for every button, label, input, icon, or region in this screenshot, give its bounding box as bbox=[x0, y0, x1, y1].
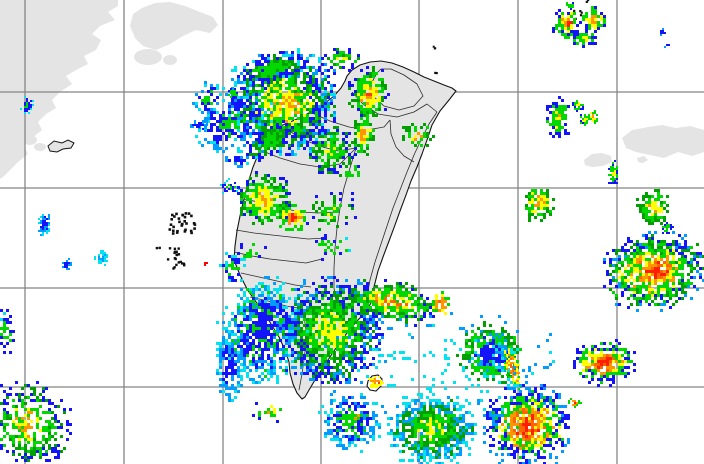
echo-left-edge-strip bbox=[0, 309, 15, 354]
echo-nantou-specks bbox=[306, 192, 357, 231]
penghu-west bbox=[166, 257, 186, 270]
echo-tiny-east-2 bbox=[664, 44, 670, 48]
echo-tiny-east-1 bbox=[660, 28, 666, 36]
echo-east-mid-cell-2 bbox=[636, 189, 669, 225]
echo-east-mid-cell-3 bbox=[608, 160, 618, 184]
echo-strait-blue-2 bbox=[62, 258, 72, 270]
echo-se-band-orange bbox=[432, 291, 450, 315]
keelung-islet bbox=[434, 71, 438, 75]
echo-north-coast-cells bbox=[321, 48, 360, 72]
echo-ne-dot-top bbox=[566, 2, 574, 10]
echo-hsinchu-streak bbox=[351, 111, 375, 156]
penghu-south bbox=[168, 247, 181, 257]
echo-east-mid-cell-1 bbox=[525, 189, 555, 222]
echo-se-band bbox=[339, 279, 438, 327]
echo-ne-cell-a bbox=[552, 9, 579, 39]
echo-strait-blue-3 bbox=[94, 250, 108, 266]
echo-chiayi-orange bbox=[276, 204, 306, 231]
offshore-islands bbox=[47, 0, 590, 270]
echo-ridge-specks bbox=[339, 165, 360, 177]
echo-sw-blue-strip bbox=[216, 324, 243, 402]
echo-east-row-dot-c bbox=[588, 110, 598, 124]
echo-coast-blue-sm bbox=[225, 147, 249, 168]
echo-sw-orange-specks bbox=[252, 402, 282, 423]
penghu-outlier bbox=[155, 246, 161, 250]
echo-strait-blue-1 bbox=[38, 214, 50, 236]
echo-ne-cell-c bbox=[573, 30, 597, 48]
echo-nw-of-taiwan-cell bbox=[192, 81, 225, 114]
echo-south-band-w bbox=[318, 393, 381, 453]
echo-green-dot-strait bbox=[228, 88, 238, 98]
penghu-main bbox=[168, 212, 197, 235]
echo-east-cell-strong bbox=[573, 339, 636, 387]
echo-east-row-main bbox=[546, 96, 570, 138]
echo-left-bottom-cluster bbox=[0, 381, 72, 462]
echo-east-row-dot-a bbox=[572, 100, 584, 112]
echo-east-mid-cell-4 bbox=[662, 222, 674, 234]
echo-strait-cell-a bbox=[190, 120, 208, 132]
echo-west-specks-mid bbox=[237, 243, 267, 258]
echo-south-cyan-scatter bbox=[324, 312, 555, 435]
echo-yilan-cells bbox=[402, 123, 435, 147]
echo-liuqiu-orange bbox=[368, 376, 384, 388]
echo-inland-specks-s bbox=[315, 234, 351, 261]
echo-penghu-red-dot bbox=[204, 262, 208, 266]
echo-south-band-mid bbox=[387, 393, 477, 464]
echo-se-upper-cluster bbox=[603, 231, 704, 312]
echo-se-strong-outlier bbox=[568, 398, 582, 408]
echo-far-left-speck bbox=[20, 96, 34, 114]
mainland-china-landmass bbox=[0, 0, 704, 179]
echo-nw-west-arm bbox=[195, 90, 273, 153]
echo-coast-band-n bbox=[246, 120, 294, 162]
echo-miaoli-green bbox=[306, 126, 357, 177]
liuqiu-island bbox=[366, 374, 384, 392]
echo-east-row-dot-b bbox=[580, 114, 588, 126]
ne-islet-top bbox=[585, 0, 590, 4]
echo-nw-top-arm bbox=[237, 48, 309, 84]
echo-ne-cell-b bbox=[579, 6, 606, 33]
taipei-ne-specks bbox=[432, 45, 437, 50]
echo-coast-cells-mid bbox=[219, 252, 246, 282]
echo-se-strong bbox=[483, 381, 570, 464]
